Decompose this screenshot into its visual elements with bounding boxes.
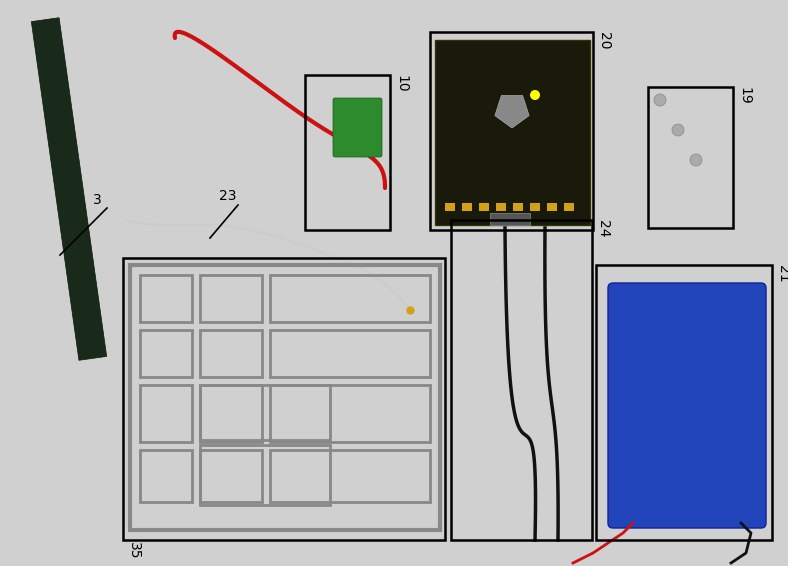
Bar [648, 87, 733, 228]
Bar [130, 265, 440, 530]
Bar [445, 203, 455, 211]
Bar [270, 275, 430, 322]
Bar [200, 450, 262, 502]
Bar [200, 330, 262, 377]
Bar [490, 213, 530, 225]
Bar [200, 275, 262, 322]
Bar [513, 203, 523, 211]
Bar [496, 203, 506, 211]
Text: 10: 10 [394, 75, 408, 93]
Bar [200, 445, 330, 505]
Bar [430, 32, 593, 230]
Circle shape [530, 90, 540, 100]
Bar [596, 265, 772, 540]
Bar [451, 220, 592, 540]
Bar [123, 258, 445, 540]
Bar [270, 450, 430, 502]
Circle shape [690, 154, 702, 166]
Bar [435, 40, 590, 225]
Bar [140, 330, 192, 377]
Bar [462, 203, 472, 211]
Text: 21: 21 [776, 265, 788, 282]
Bar [530, 203, 540, 211]
Bar [140, 385, 192, 442]
Bar [305, 75, 390, 230]
Text: 23: 23 [219, 189, 236, 203]
Text: 35: 35 [127, 542, 141, 560]
Polygon shape [32, 18, 106, 361]
Bar [200, 385, 330, 440]
Text: 3: 3 [93, 193, 102, 207]
Bar [200, 385, 262, 442]
Text: 19: 19 [737, 87, 751, 105]
Bar [547, 203, 557, 211]
Bar [564, 203, 574, 211]
Text: 20: 20 [597, 32, 611, 49]
Circle shape [672, 124, 684, 136]
Bar [270, 330, 430, 377]
Bar [479, 203, 489, 211]
Bar [270, 385, 430, 442]
Text: 24: 24 [596, 220, 610, 238]
Bar [140, 450, 192, 502]
Circle shape [654, 94, 666, 106]
FancyBboxPatch shape [608, 283, 766, 528]
FancyBboxPatch shape [333, 98, 382, 157]
Bar [140, 275, 192, 322]
